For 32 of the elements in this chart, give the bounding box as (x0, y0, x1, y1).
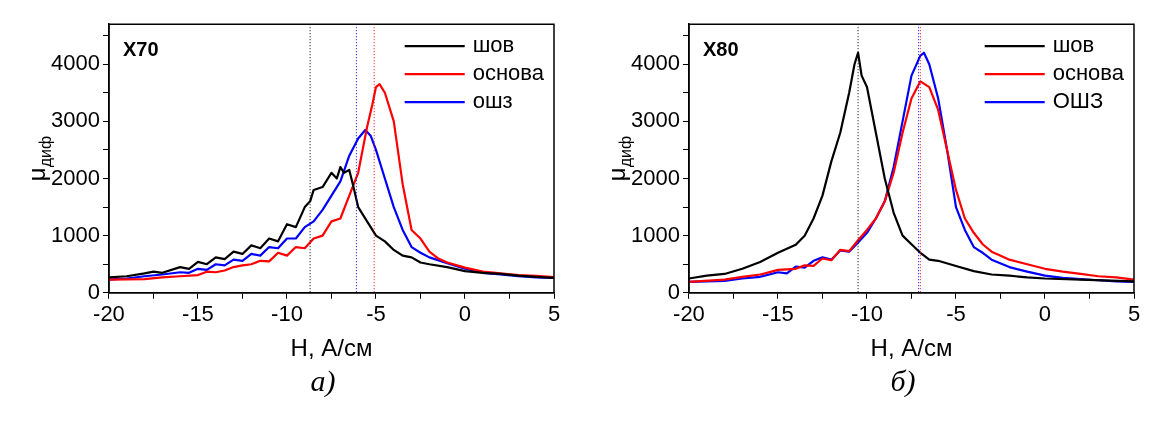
legend-label: шов (1052, 32, 1095, 58)
y-tick-label: 4000 (50, 50, 100, 76)
x-tick-label: -10 (271, 301, 303, 327)
x-tick-label: -20 (673, 301, 705, 327)
x-tick-label: 0 (458, 301, 472, 327)
legend-label: основа (472, 60, 545, 86)
y-tick-label: 0 (667, 278, 680, 304)
x-tick-label: -20 (93, 301, 125, 327)
text: б) (889, 364, 917, 398)
x-tick-label: 0 (1038, 301, 1052, 327)
annotation: X70 (122, 37, 159, 60)
legend-label: основа (1052, 60, 1125, 86)
legend-label: шов (472, 32, 515, 58)
y-tick-label: 0 (87, 278, 100, 304)
x-tick-label: 5 (547, 301, 561, 327)
x-axis-title: H, А/см (290, 334, 373, 362)
legend-label: ОШЗ (1052, 88, 1104, 114)
y-tick-label: 1000 (50, 221, 100, 247)
annotation: X80 (702, 37, 739, 60)
x-tick-label: -15 (182, 301, 214, 327)
y-tick-label: 1000 (630, 221, 680, 247)
x-tick-label: -5 (946, 301, 966, 327)
x-tick-label: -10 (851, 301, 883, 327)
y-tick-label: 3000 (50, 107, 100, 133)
x-axis-title: H, А/см (870, 334, 953, 362)
y-tick-label: 4000 (630, 50, 680, 76)
legend-label: ошз (472, 88, 513, 114)
text: а) (309, 364, 337, 398)
x-tick-label: 5 (1127, 301, 1141, 327)
y-tick-label: 3000 (630, 107, 680, 133)
x-tick-label: -15 (762, 301, 794, 327)
x-tick-label: -5 (366, 301, 386, 327)
